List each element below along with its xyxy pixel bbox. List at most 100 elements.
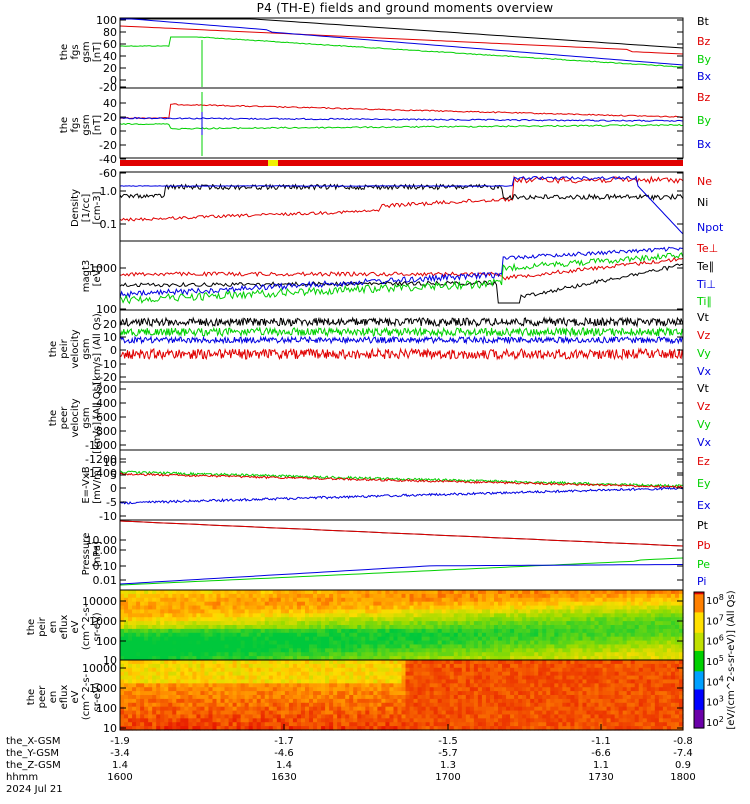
spectro-cell [402,676,407,680]
spectro-cell [486,672,491,676]
spectro-cell [361,621,366,625]
spectro-cell [586,703,591,707]
spectro-cell [188,683,193,687]
spectro-cell [397,633,402,637]
spectro-cell [611,672,616,676]
spectro-cell [578,648,583,652]
spectro-cell [225,695,230,699]
spectro-cell [148,644,153,648]
spectro-cell [217,652,222,656]
spectro-cell [176,703,181,707]
spectro-cell [293,687,298,691]
spectro-cell [253,606,258,610]
spectro-cell [192,633,197,637]
spectro-cell [349,687,354,691]
spectro-cell [502,617,507,621]
spectro-cell [217,672,222,676]
spectro-cell [558,648,563,652]
spectro-cell [534,676,539,680]
spectro-cell [353,629,358,633]
spectro-cell [241,648,246,652]
spectro-cell [554,606,559,610]
spectro-cell [337,668,342,672]
spectro-cell [184,679,189,683]
spectro-cell [261,648,266,652]
spectro-cell [643,641,648,645]
spectro-cell [321,718,326,722]
spectro-cell [486,652,491,656]
spectro-cell [325,633,330,637]
spectro-cell [337,625,342,629]
spectro-cell [176,629,181,633]
spectro-cell [570,714,575,718]
spectro-cell [446,621,451,625]
spectro-cell [217,637,222,641]
spectro-cell [558,652,563,656]
spectro-cell [192,598,197,602]
spectro-cell [164,641,169,645]
spectro-cell [208,641,213,645]
spectro-cell [586,711,591,715]
spectro-cell [164,590,169,594]
spectro-cell [289,613,294,617]
spectro-cell [241,676,246,680]
spectro-cell [180,664,185,668]
spectro-cell [349,672,354,676]
spectro-cell [192,602,197,606]
spectro-cell [647,609,652,613]
legend-Pi: Pi [697,575,706,588]
y-tick-label: 0 [110,482,117,495]
spectro-cell [675,606,680,610]
spectro-cell [337,711,342,715]
spectro-cell [233,668,238,672]
spectro-cell [217,606,222,610]
spectro-cell [410,609,415,613]
spectro-cell [361,683,366,687]
spectro-cell [578,613,583,617]
spectro-cell [293,664,298,668]
spectro-cell [542,660,547,664]
spectro-cell [462,652,467,656]
spectro-cell [458,602,463,606]
spectro-cell [578,691,583,695]
spectro-cell [566,687,571,691]
spectro-cell [438,602,443,606]
spectro-cell [393,644,398,648]
spectro-cell [233,644,238,648]
spectro-cell [655,652,660,656]
spectro-cell [486,633,491,637]
spectro-cell [369,679,374,683]
spectro-cell [607,594,612,598]
spectro-cell [570,629,575,633]
spectro-cell [321,613,326,617]
spectro-cell [200,652,205,656]
spectro-cell [566,711,571,715]
spectro-cell [357,621,362,625]
spectro-cell [422,625,427,629]
spectro-cell [450,695,455,699]
spectro-cell [329,613,334,617]
spectro-cell [345,707,350,711]
spectro-cell [325,637,330,641]
spectro-cell [156,660,161,664]
spectro-cell [144,629,149,633]
spectro-cell [518,602,523,606]
spectro-cell [434,699,439,703]
spectro-cell [615,668,620,672]
spectro-cell [562,679,567,683]
spectro-cell [438,609,443,613]
spectro-cell [253,621,258,625]
spectro-cell [530,609,535,613]
spectro-cell [442,718,447,722]
spectro-cell [273,644,278,648]
spectro-cell [188,714,193,718]
spectro-cell [377,590,382,594]
spectro-cell [418,707,423,711]
spectro-cell [490,722,495,726]
spectro-cell [446,590,451,594]
spectro-cell [345,679,350,683]
spectro-cell [550,718,555,722]
spectro-cell [510,641,515,645]
spectro-cell [526,707,531,711]
